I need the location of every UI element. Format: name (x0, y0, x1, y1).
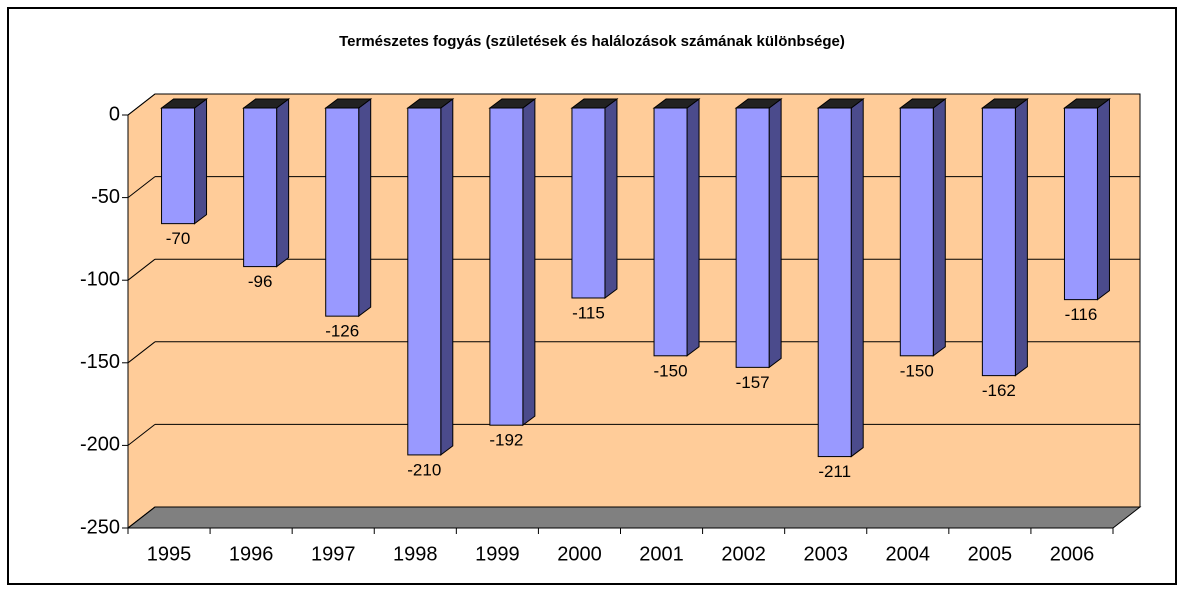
bar (817, 107, 852, 458)
y-tick-label: -250 (80, 516, 120, 538)
y-tick-label: -200 (80, 434, 120, 456)
bar (325, 107, 360, 317)
data-label: -210 (407, 460, 441, 479)
bar-side (850, 98, 864, 458)
bar-side (522, 98, 536, 427)
x-tick-label: 1999 (475, 543, 520, 565)
data-label: -150 (654, 361, 688, 380)
bar-side (768, 98, 782, 369)
x-tick-label: 1998 (393, 543, 438, 565)
x-tick-label: 1995 (147, 543, 192, 565)
bar (981, 107, 1016, 377)
data-label: -192 (489, 431, 523, 450)
bar (489, 107, 524, 426)
x-tick-label: 2003 (803, 543, 848, 565)
bar (161, 107, 196, 225)
x-tick-label: 2005 (968, 543, 1013, 565)
chart-title: Természetes fogyás (születések és halálo… (339, 33, 845, 50)
bar (243, 107, 278, 268)
bar (1063, 107, 1098, 301)
data-label: -70 (166, 229, 191, 248)
data-label: -211 (818, 462, 851, 481)
x-tick-label: 2004 (886, 543, 931, 565)
data-label: -150 (900, 361, 934, 380)
y-tick-label: 0 (109, 103, 120, 125)
y-tick-label: -50 (91, 186, 120, 208)
grid-line (127, 341, 156, 364)
data-label: -126 (325, 322, 359, 341)
bar (653, 107, 688, 357)
floor (126, 506, 1142, 529)
x-tick-label: 2000 (557, 543, 602, 565)
grid-line (127, 93, 156, 116)
y-tick-label: -150 (80, 351, 120, 373)
data-label: -116 (1065, 305, 1098, 324)
grid-line (127, 506, 156, 529)
data-label: -162 (982, 381, 1016, 400)
bar-side (604, 98, 618, 299)
x-tick-label: 2001 (639, 543, 684, 565)
bar (571, 107, 606, 299)
grid-line (127, 424, 156, 446)
data-label: -115 (572, 303, 605, 322)
bar-side (358, 98, 372, 318)
bar (899, 107, 934, 357)
bar-side (194, 98, 208, 225)
grid-line (127, 258, 156, 281)
data-label: -96 (248, 272, 273, 291)
x-tick-label: 1997 (311, 543, 356, 565)
bar-side (276, 98, 290, 268)
x-tick-label: 2002 (721, 543, 766, 565)
data-label: -157 (736, 373, 770, 392)
x-tick-label: 2006 (1050, 543, 1095, 565)
x-tick-label: 1996 (229, 543, 274, 565)
bar-side (932, 98, 946, 357)
grid-line (127, 176, 156, 198)
bar-side (440, 98, 454, 456)
bar (407, 107, 442, 456)
y-tick-label: -100 (80, 268, 120, 290)
bar-side (1014, 98, 1028, 377)
bar (735, 107, 770, 368)
bar-side (686, 98, 700, 357)
bar-side (1096, 98, 1110, 301)
